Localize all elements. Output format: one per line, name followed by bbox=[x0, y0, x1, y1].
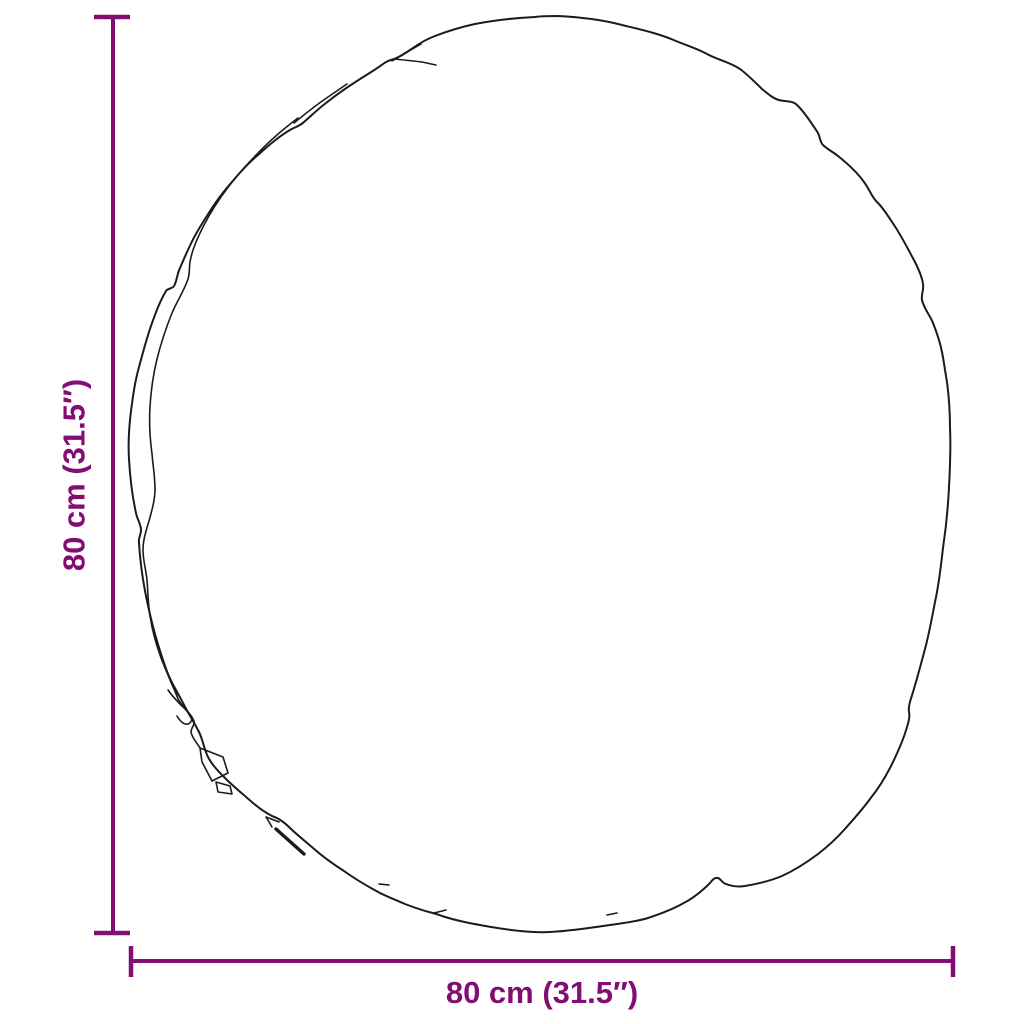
rug-wrinkle-line-left bbox=[142, 117, 299, 725]
rug-spur-line-top bbox=[393, 58, 437, 66]
rug-sketch-dash-3 bbox=[606, 912, 618, 916]
rug-fold-box bbox=[215, 781, 233, 795]
rug-wrinkle-line-topleft bbox=[293, 83, 348, 124]
rug-fold-quad bbox=[199, 747, 229, 782]
rug-outline bbox=[127, 15, 952, 934]
rug-sketch-dash-1 bbox=[378, 883, 390, 886]
height-dimension-label: 80 cm (31.5″) bbox=[57, 379, 92, 571]
rug-doubled-stroke-top bbox=[391, 43, 422, 62]
rug-crease-arrow-mark bbox=[265, 816, 280, 828]
width-dimension-label: 80 cm (31.5″) bbox=[446, 975, 638, 1010]
horizontal-dimension: 80 cm (31.5″) bbox=[128, 946, 956, 1010]
rug-outline-path bbox=[127, 15, 952, 934]
vertical-dimension: 80 cm (31.5″) bbox=[57, 14, 130, 936]
rug-thick-crease bbox=[274, 827, 306, 856]
rug-sketch-dash-2 bbox=[433, 909, 447, 914]
rug-fold-zigzag bbox=[167, 689, 201, 749]
